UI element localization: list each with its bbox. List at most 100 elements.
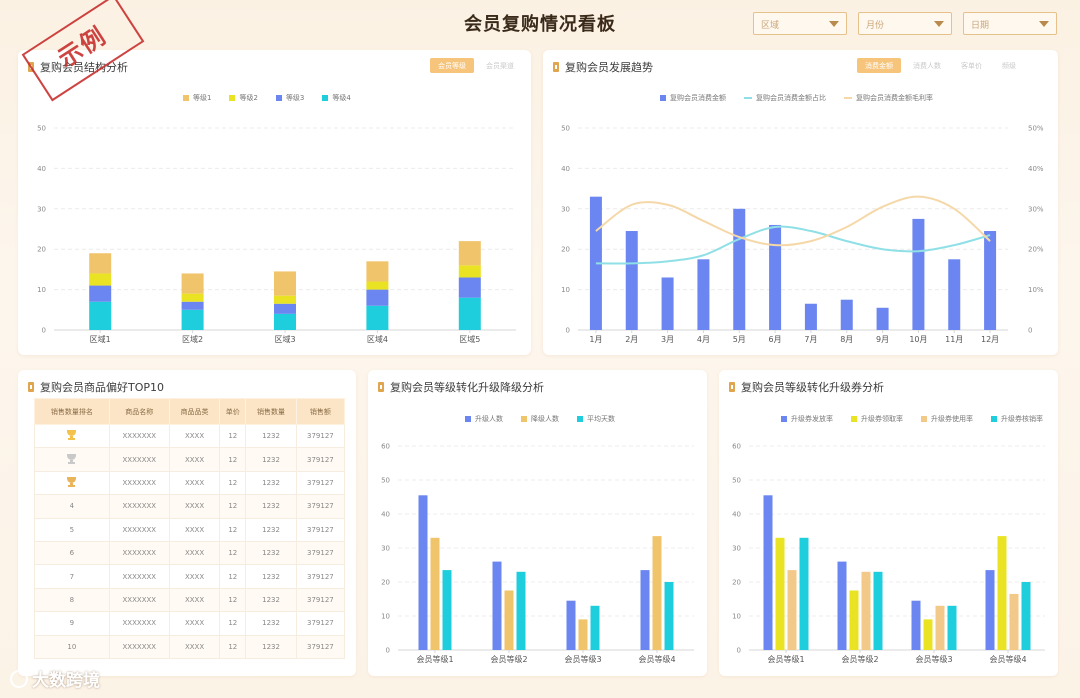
legend-item[interactable]: 降级人数 <box>521 414 559 424</box>
trend-legend: 复购会员消费金额 复购会员消费金额占比 复购会员消费金额毛利率 <box>660 93 933 103</box>
y-tick-label: 10 <box>732 613 741 621</box>
legend-item[interactable]: 复购会员消费金额占比 <box>744 93 826 103</box>
legend-item[interactable]: 等级4 <box>322 93 351 103</box>
bar-segment <box>366 305 389 330</box>
cell-qty: 1232 <box>245 564 297 589</box>
legend-item[interactable]: 升级人数 <box>465 414 503 424</box>
legend-swatch <box>183 95 189 101</box>
month-filter[interactable]: 月份 <box>858 12 952 35</box>
legend-item[interactable]: 平均天数 <box>577 414 615 424</box>
y-tick-label: 60 <box>732 443 741 451</box>
cell-qty: 1232 <box>245 587 297 613</box>
coupon-panel-title: 复购会员等级转化升级券分析 <box>741 381 884 394</box>
legend-item[interactable]: 升级券发放率 <box>781 414 833 424</box>
bar <box>935 605 945 650</box>
table-row[interactable]: XXXXXXX XXXX 12 1232 379127 <box>34 470 346 496</box>
date-filter[interactable]: 日期 <box>963 12 1057 35</box>
col-name[interactable]: 商品名称 <box>108 398 170 425</box>
table-row[interactable]: 10 XXXXXXX XXXX 12 1232 379127 <box>34 634 346 659</box>
x-tick-label: 会员等级2 <box>490 654 527 664</box>
series-line <box>595 225 991 265</box>
col-price[interactable]: 单价 <box>219 398 247 425</box>
table-row[interactable]: 7 XXXXXXX XXXX 12 1232 379127 <box>34 564 346 589</box>
legend-item[interactable]: 复购会员消费金额 <box>660 93 726 103</box>
panel-icon <box>28 382 34 392</box>
table-row[interactable]: XXXXXXX XXXX 12 1232 379127 <box>34 447 346 472</box>
tab-consume-amount[interactable]: 消费金额 <box>857 58 901 73</box>
col-sales[interactable]: 销售额 <box>295 398 346 425</box>
bar-segment <box>274 303 296 314</box>
x-tick-label: 5月 <box>733 335 746 344</box>
y2-tick-label: 0 <box>1028 327 1032 335</box>
tab-frequency[interactable]: 频级 <box>1002 62 1016 70</box>
bar <box>652 536 662 650</box>
structure-chart: 0 10 20 30 40 50 区域1 区域2 区域3 区域4 区域5 <box>37 125 516 344</box>
table-row[interactable]: XXXXXXX XXXX 12 1232 379127 <box>34 423 346 449</box>
cell-sales: 379127 <box>295 634 346 659</box>
y-tick-label: 20 <box>732 579 741 587</box>
table-row[interactable]: 9 XXXXXXX XXXX 12 1232 379127 <box>34 611 346 636</box>
x-tick-label: 11月 <box>945 335 963 344</box>
cell-rank <box>34 447 110 472</box>
tab-member-channel[interactable]: 会员渠道 <box>486 62 514 70</box>
y-tick-label: 30 <box>381 545 390 553</box>
cell-rank: 7 <box>34 564 110 589</box>
legend-label: 升级券核销率 <box>1001 415 1043 423</box>
x-tick-label: 1月 <box>589 335 602 344</box>
bar <box>516 571 526 650</box>
col-qty[interactable]: 销售数量 <box>245 398 297 425</box>
cell-sales: 379127 <box>295 540 346 566</box>
bar <box>697 259 710 330</box>
y-tick-label: 20 <box>37 246 46 254</box>
tab-consume-count[interactable]: 消费人数 <box>913 62 941 70</box>
bar <box>787 570 797 650</box>
cell-sales: 379127 <box>295 470 346 496</box>
bar <box>873 571 883 650</box>
table-row[interactable]: 5 XXXXXXX XXXX 12 1232 379127 <box>34 517 346 542</box>
y-tick-label: 50 <box>37 125 46 133</box>
table-row[interactable]: 6 XXXXXXX XXXX 12 1232 379127 <box>34 540 346 566</box>
legend-swatch <box>781 416 787 422</box>
col-category[interactable]: 商品品类 <box>168 398 221 425</box>
cell-qty: 1232 <box>245 611 297 636</box>
level-conversion-legend: 升级人数 降级人数 平均天数 <box>465 414 615 424</box>
table-row[interactable]: 4 XXXXXXX XXXX 12 1232 379127 <box>34 494 346 519</box>
region-filter[interactable]: 区域 <box>753 12 847 35</box>
table-row[interactable]: 8 XXXXXXX XXXX 12 1232 379127 <box>34 587 346 613</box>
panel-icon <box>378 382 384 392</box>
bar-segment <box>89 285 112 302</box>
bar <box>911 600 921 650</box>
y2-tick-label: 40% <box>1028 165 1044 173</box>
bar <box>840 299 853 330</box>
tab-avg-price[interactable]: 客单价 <box>961 62 982 70</box>
y-tick-label: 0 <box>566 327 570 335</box>
y-tick-label: 10 <box>561 286 570 294</box>
legend-label: 等级1 <box>193 94 212 102</box>
y-tick-label: 40 <box>561 165 570 173</box>
top10-panel-title: 复购会员商品偏好TOP10 <box>40 381 165 394</box>
legend-label: 升级券发放率 <box>791 415 833 423</box>
cell-name: XXXXXXX <box>108 634 170 659</box>
table-header-row: 销售数量排名 商品名称 商品品类 单价 销售数量 销售额 <box>34 398 346 425</box>
cell-rank: 9 <box>34 611 110 636</box>
legend-swatch <box>851 416 857 422</box>
bar <box>948 259 961 330</box>
legend-item[interactable]: 升级券核销率 <box>991 414 1043 424</box>
legend-item[interactable]: 复购会员消费金额毛利率 <box>844 93 933 103</box>
legend-item[interactable]: 升级券使用率 <box>921 414 973 424</box>
x-tick-label: 区域1 <box>90 334 111 344</box>
bar-segment <box>458 297 481 330</box>
top10-panel-header: 复购会员商品偏好TOP10 <box>28 379 164 395</box>
legend-item[interactable]: 等级2 <box>229 93 258 103</box>
legend-item[interactable]: 等级1 <box>183 93 211 103</box>
bar <box>442 570 452 650</box>
cell-sales: 379127 <box>295 423 346 449</box>
bar-segment <box>366 261 389 282</box>
tab-member-level[interactable]: 会员等级 <box>430 58 474 73</box>
bar <box>799 537 809 650</box>
legend-item[interactable]: 升级券领取率 <box>851 414 903 424</box>
legend-item[interactable]: 等级3 <box>275 93 304 103</box>
y-tick-label: 50 <box>561 125 570 133</box>
bar <box>923 619 933 650</box>
col-rank[interactable]: 销售数量排名 <box>34 398 110 425</box>
